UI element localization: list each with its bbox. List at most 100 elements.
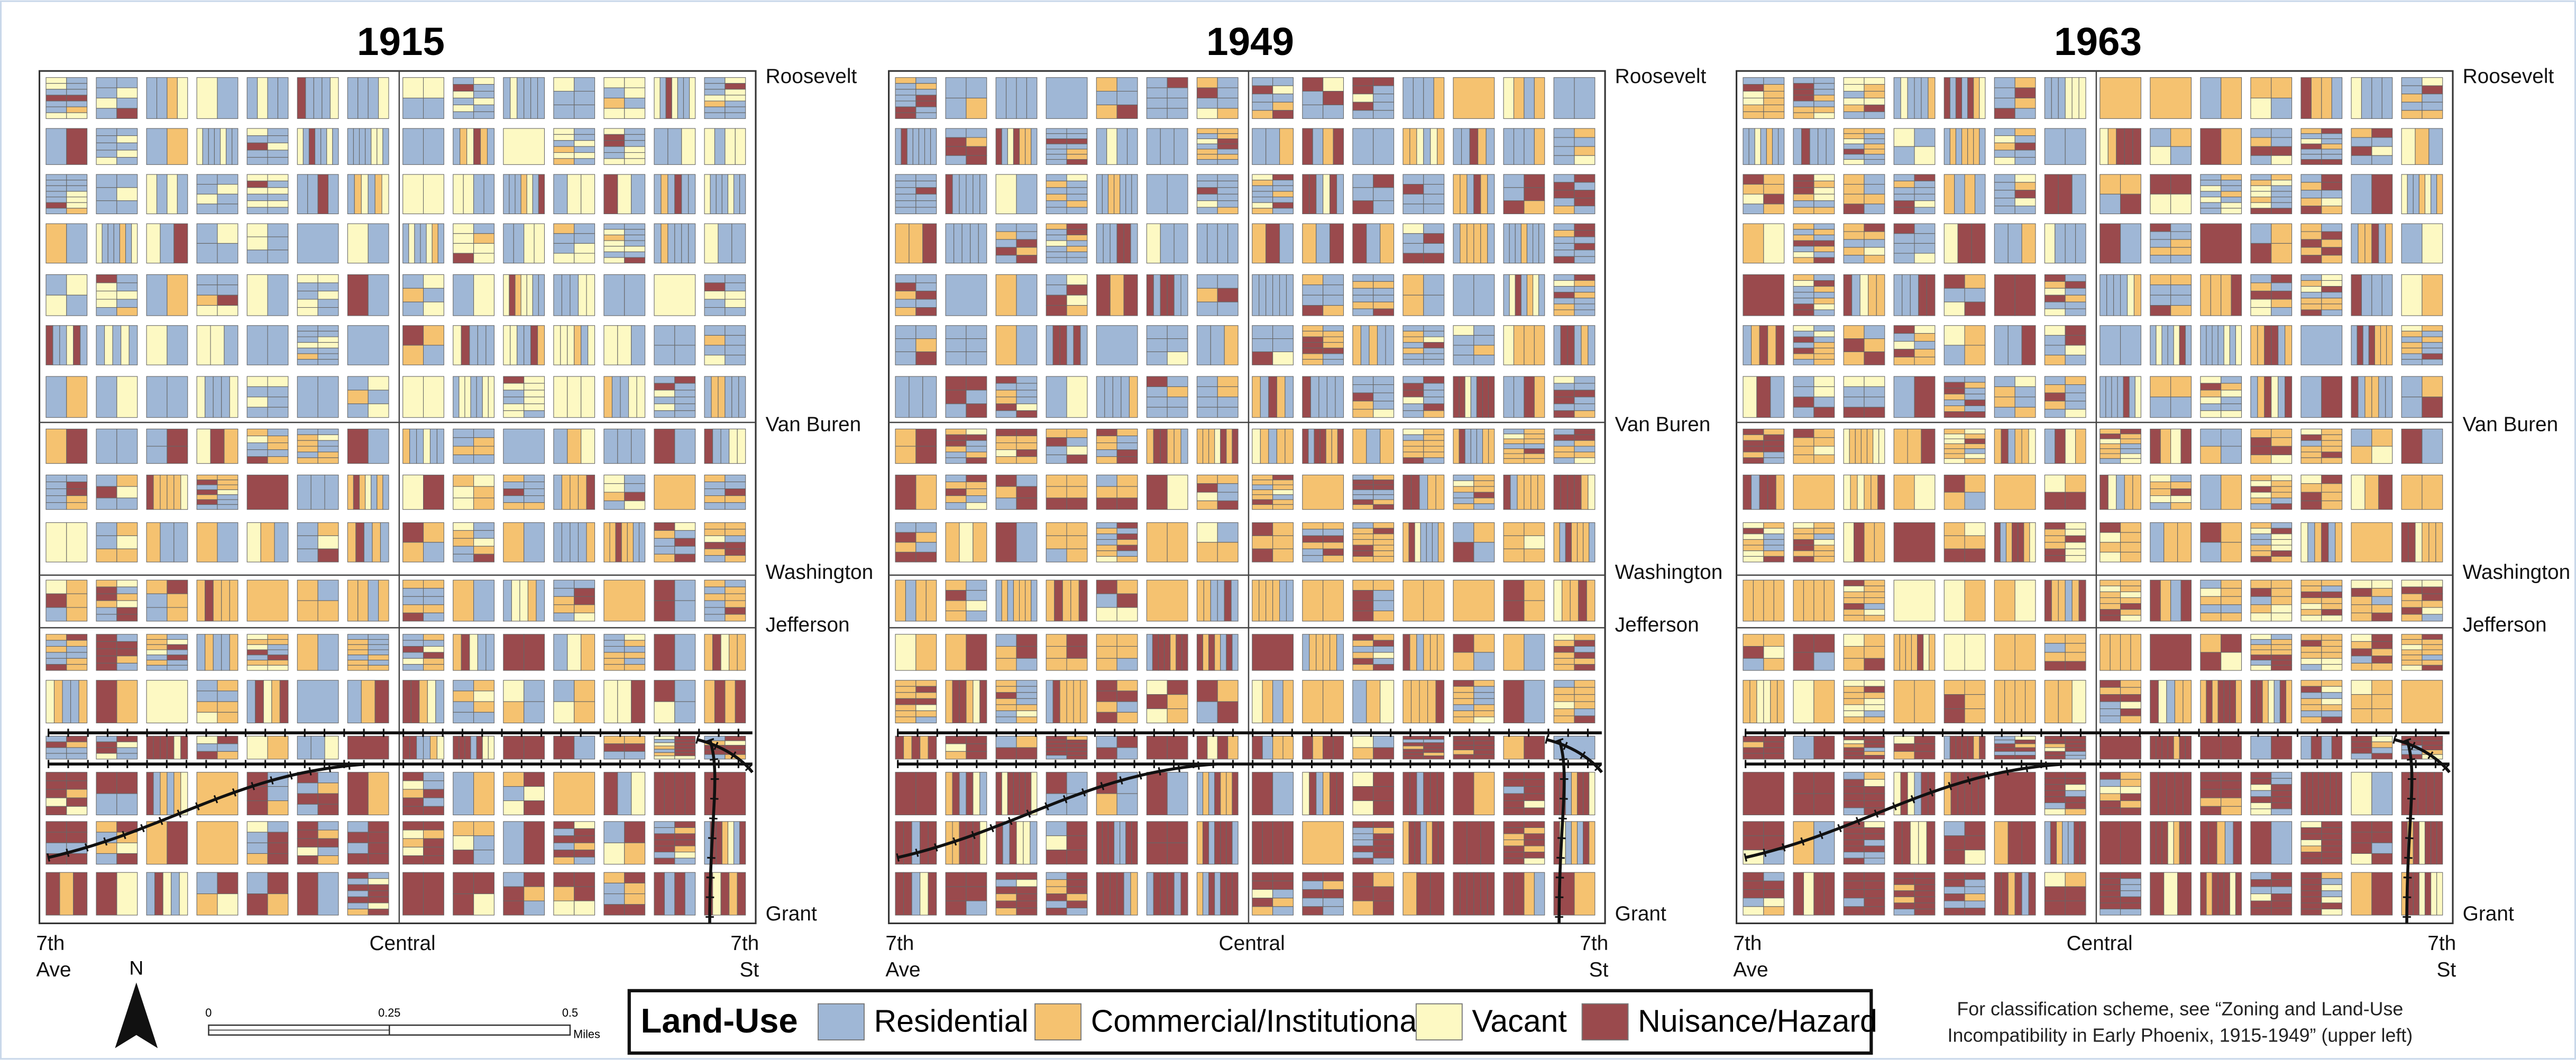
parcel bbox=[1046, 821, 1067, 836]
parcel bbox=[1016, 403, 1038, 411]
parcel bbox=[966, 590, 987, 601]
parcel bbox=[196, 522, 218, 563]
parcel bbox=[1994, 743, 2015, 748]
parcel bbox=[2271, 202, 2293, 209]
parcel bbox=[1918, 821, 1927, 865]
parcel bbox=[1146, 428, 1154, 464]
parcel bbox=[453, 735, 460, 760]
parcel bbox=[361, 174, 369, 215]
parcel bbox=[586, 522, 595, 563]
parcel bbox=[129, 325, 138, 365]
parcel bbox=[1066, 735, 1088, 741]
parcel bbox=[1793, 407, 1814, 418]
parcel bbox=[1373, 474, 1395, 481]
parcel bbox=[895, 106, 916, 113]
parcel bbox=[246, 386, 268, 398]
parcel bbox=[1503, 779, 1525, 787]
parcel bbox=[1046, 900, 1067, 909]
parcel bbox=[402, 838, 424, 847]
parcel bbox=[624, 652, 646, 659]
parcel bbox=[2058, 680, 2073, 724]
parcel bbox=[2183, 680, 2192, 724]
parcel bbox=[217, 735, 239, 744]
parcel bbox=[2371, 680, 2393, 695]
parcel bbox=[2250, 821, 2272, 865]
parcel bbox=[423, 596, 444, 605]
parcel bbox=[1559, 522, 1566, 563]
parcel bbox=[704, 112, 726, 119]
parcel bbox=[453, 872, 474, 895]
parcel bbox=[1046, 149, 1067, 155]
parcel bbox=[1949, 77, 1956, 119]
parcel bbox=[2065, 740, 2086, 744]
parcel bbox=[1252, 634, 1294, 671]
parcel bbox=[1019, 772, 1026, 816]
parcel bbox=[2250, 778, 2272, 785]
parcel bbox=[1016, 698, 1038, 705]
parcel bbox=[654, 128, 668, 165]
parcel bbox=[2056, 821, 2063, 865]
parcel bbox=[2250, 243, 2272, 264]
parcel bbox=[246, 187, 268, 195]
parcel bbox=[924, 128, 931, 165]
parcel bbox=[2014, 735, 2036, 741]
parcel bbox=[1167, 735, 1188, 760]
parcel bbox=[1096, 556, 1117, 563]
parcel bbox=[1423, 410, 1445, 418]
parcel bbox=[1272, 906, 1294, 916]
parcel bbox=[1743, 906, 1764, 916]
parcel bbox=[1994, 474, 2036, 510]
parcel bbox=[2321, 182, 2343, 191]
parcel bbox=[2321, 845, 2343, 853]
parcel bbox=[1813, 95, 1835, 102]
parcel bbox=[1373, 294, 1395, 302]
parcel bbox=[553, 634, 568, 671]
parcel bbox=[2250, 282, 2272, 292]
parcel bbox=[66, 634, 88, 641]
parcel bbox=[1850, 474, 1858, 510]
railroad bbox=[2393, 738, 2451, 773]
parcel bbox=[2364, 223, 2372, 264]
street-label: 7th bbox=[2427, 932, 2456, 955]
parcel bbox=[674, 742, 696, 746]
parcel bbox=[96, 157, 117, 165]
parcel bbox=[712, 634, 721, 671]
parcel bbox=[2279, 680, 2287, 724]
parcel bbox=[725, 112, 746, 119]
parcel bbox=[1323, 522, 1344, 530]
parcel bbox=[173, 474, 181, 510]
parcel bbox=[1743, 223, 1764, 264]
parcel bbox=[1843, 898, 1865, 907]
parcel bbox=[1402, 336, 1424, 343]
parcel bbox=[423, 652, 444, 659]
parcel bbox=[368, 174, 375, 215]
parcel bbox=[2250, 191, 2272, 198]
parcel bbox=[2300, 451, 2322, 458]
parcel bbox=[1196, 772, 1204, 816]
parcel bbox=[368, 390, 389, 404]
parcel bbox=[553, 872, 575, 887]
parcel bbox=[2300, 522, 2308, 563]
parcel bbox=[423, 772, 444, 781]
parcel bbox=[1994, 135, 2015, 143]
parcel bbox=[1323, 889, 1344, 899]
parcel bbox=[1487, 872, 1495, 916]
parcel bbox=[574, 856, 595, 865]
parcel bbox=[146, 680, 188, 724]
parcel bbox=[603, 428, 618, 464]
parcel bbox=[1743, 457, 1764, 464]
parcel bbox=[603, 640, 625, 647]
parcel bbox=[2250, 886, 2272, 895]
parcel bbox=[66, 658, 88, 665]
parcel bbox=[1763, 193, 1785, 205]
parcel bbox=[1335, 376, 1344, 418]
parcel bbox=[2044, 542, 2066, 549]
parcel bbox=[524, 390, 545, 398]
parcel bbox=[1352, 833, 1374, 841]
parcel bbox=[674, 752, 696, 757]
parcel bbox=[553, 596, 575, 605]
parcel bbox=[995, 383, 1017, 391]
parcel bbox=[1964, 399, 1986, 407]
parcel bbox=[2212, 680, 2219, 724]
parcel bbox=[1843, 154, 1865, 160]
